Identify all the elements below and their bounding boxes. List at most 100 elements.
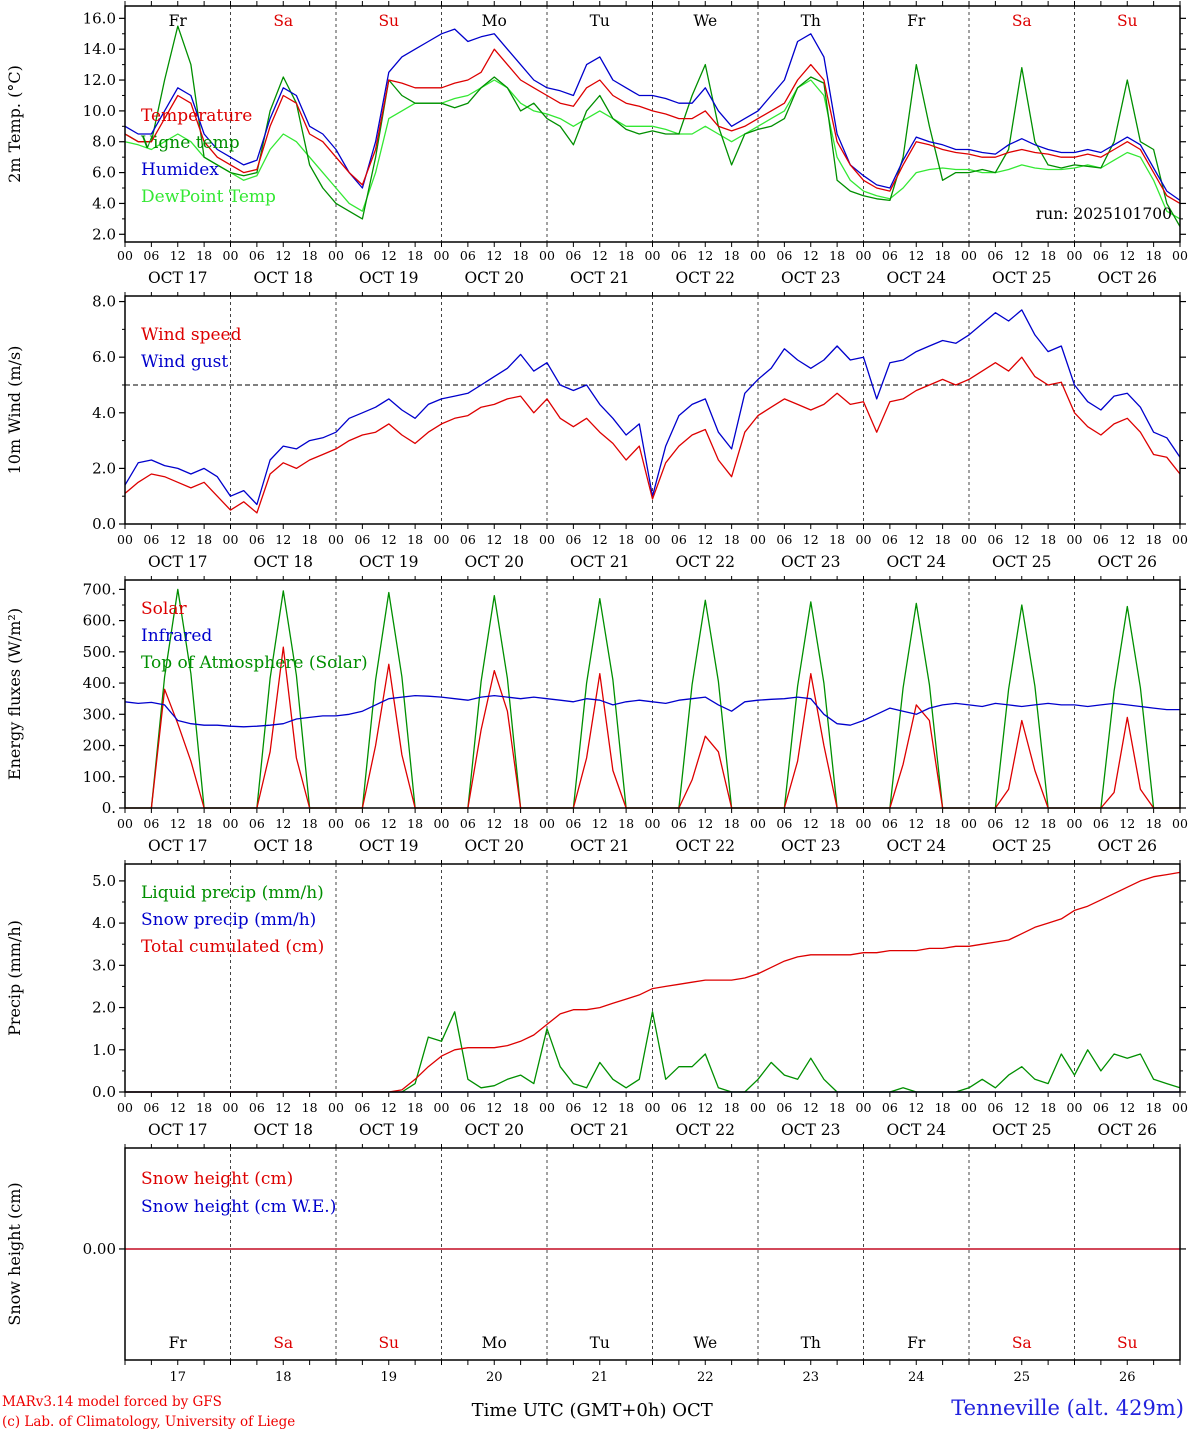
hour-tick-label: 06 bbox=[354, 816, 370, 831]
y-tick-label: 4.0 bbox=[92, 194, 116, 212]
date-label: OCT 19 bbox=[359, 1121, 419, 1139]
day-number-label: 23 bbox=[802, 1370, 819, 1385]
date-label: OCT 18 bbox=[253, 1121, 313, 1139]
hour-tick-label: 06 bbox=[882, 816, 898, 831]
hour-tick-label: 12 bbox=[275, 1100, 291, 1115]
hour-tick-label: 12 bbox=[486, 248, 502, 263]
date-label: OCT 25 bbox=[992, 269, 1052, 287]
hour-tick-label: 12 bbox=[908, 248, 924, 263]
hour-tick-label: 06 bbox=[987, 816, 1003, 831]
hour-tick-label: 12 bbox=[1014, 248, 1030, 263]
y-tick-label: 6.0 bbox=[92, 348, 116, 366]
hour-tick-label: 00 bbox=[645, 1100, 661, 1115]
model-credit: MARv3.14 model forced by GFS (c) Lab. of… bbox=[2, 1392, 295, 1432]
date-label: OCT 20 bbox=[464, 837, 524, 855]
date-label: OCT 22 bbox=[675, 837, 735, 855]
hour-tick-label: 12 bbox=[486, 532, 502, 547]
hour-tick-label: 06 bbox=[671, 816, 687, 831]
hour-tick-label: 00 bbox=[434, 248, 450, 263]
date-label: OCT 24 bbox=[886, 837, 946, 855]
y-tick-label: 0.0 bbox=[92, 1083, 116, 1101]
hour-tick-label: 06 bbox=[143, 532, 159, 547]
panel-temperature: 2.0 4.0 6.0 8.0 10.0 12.0 14.0 16.0 Temperature V… bbox=[5, 1, 1188, 287]
date-label: OCT 24 bbox=[886, 1121, 946, 1139]
series-infrared-line bbox=[124, 694, 1180, 728]
hour-tick-label: 12 bbox=[592, 1100, 608, 1115]
hour-tick-label: 00 bbox=[223, 532, 239, 547]
date-label: OCT 17 bbox=[148, 837, 208, 855]
date-label: OCT 26 bbox=[1097, 1121, 1157, 1139]
hour-tick-label: 12 bbox=[381, 532, 397, 547]
hour-tick-label: 12 bbox=[486, 816, 502, 831]
hour-tick-label: 18 bbox=[618, 248, 634, 263]
run-annotation: run: 2025101700 bbox=[1036, 205, 1172, 223]
hour-tick-label: 12 bbox=[486, 1100, 502, 1115]
hour-tick-label: 18 bbox=[935, 1100, 951, 1115]
hour-tick-label: 00 bbox=[539, 532, 555, 547]
hour-tick-label: 18 bbox=[1040, 532, 1056, 547]
plot-frame bbox=[124, 295, 1181, 525]
date-label: OCT 19 bbox=[359, 269, 419, 287]
day-number-label: 18 bbox=[275, 1370, 292, 1385]
hour-tick-label: 18 bbox=[1146, 532, 1162, 547]
y-tick-label: 4.0 bbox=[92, 914, 116, 932]
hour-tick-label: 12 bbox=[275, 816, 291, 831]
hour-tick-label: 00 bbox=[223, 1100, 239, 1115]
hour-tick-label: 06 bbox=[249, 532, 265, 547]
panel-snow: 0.00 Snow height (cm) Snow height (cm W.E.… bbox=[5, 1144, 1186, 1385]
series-total-cumulated-line bbox=[125, 871, 1181, 1093]
day-name-label: Mo bbox=[482, 12, 507, 30]
day-name-label: Su bbox=[1117, 12, 1138, 30]
y-tick-label: 4.0 bbox=[92, 404, 116, 422]
hour-tick-label: 12 bbox=[1014, 532, 1030, 547]
hour-tick-label: 06 bbox=[776, 532, 792, 547]
day-name-label: Fr bbox=[907, 1334, 926, 1352]
x-axis-title: Time UTC (GMT+0h) OCT bbox=[471, 1400, 713, 1421]
hour-tick-label: 18 bbox=[407, 532, 423, 547]
day-name-label: Fr bbox=[169, 1334, 188, 1352]
hour-tick-label: 00 bbox=[539, 816, 555, 831]
day-name-label: Tu bbox=[590, 12, 610, 30]
hour-tick-label: 06 bbox=[354, 248, 370, 263]
day-number-label: 19 bbox=[380, 1370, 397, 1385]
y-tick-label: 12.0 bbox=[83, 71, 116, 89]
day-number-label: 20 bbox=[486, 1370, 503, 1385]
hour-tick-label: 06 bbox=[882, 1100, 898, 1115]
hour-tick-label: 18 bbox=[618, 532, 634, 547]
date-label: OCT 25 bbox=[992, 1121, 1052, 1139]
hour-tick-label: 06 bbox=[460, 1100, 476, 1115]
y-tick-label: 16.0 bbox=[83, 9, 116, 27]
hour-tick-label: 18 bbox=[724, 532, 740, 547]
y-tick-label: 200. bbox=[83, 737, 116, 755]
footer: MARv3.14 model forced by GFS (c) Lab. of… bbox=[0, 1392, 1194, 1440]
hour-tick-label: 12 bbox=[1014, 1100, 1030, 1115]
hour-tick-label: 12 bbox=[275, 248, 291, 263]
date-label: OCT 20 bbox=[464, 269, 524, 287]
y-axis-title-precip: Precip (mm/h) bbox=[5, 920, 24, 1036]
day-name-label: Fr bbox=[169, 12, 188, 30]
hour-tick-label: 18 bbox=[407, 816, 423, 831]
hour-tick-label: 18 bbox=[196, 816, 212, 831]
y-tick-label: 8.0 bbox=[92, 293, 116, 311]
y-tick-label: 2.0 bbox=[92, 225, 116, 243]
day-number-label: 17 bbox=[169, 1370, 186, 1385]
hour-tick-label: 06 bbox=[460, 248, 476, 263]
hour-tick-label: 18 bbox=[829, 248, 845, 263]
hour-tick-label: 00 bbox=[1172, 1100, 1188, 1115]
series-temperature-line bbox=[124, 48, 1181, 204]
hour-tick-label: 18 bbox=[302, 1100, 318, 1115]
series-wind-gust-line bbox=[124, 309, 1181, 506]
day-name-label: We bbox=[693, 1334, 717, 1352]
y-tick-label: 700. bbox=[83, 580, 116, 598]
hour-tick-label: 00 bbox=[1172, 816, 1188, 831]
y-tick-label: 10.0 bbox=[83, 102, 116, 120]
hour-tick-label: 12 bbox=[803, 816, 819, 831]
hour-tick-label: 00 bbox=[645, 532, 661, 547]
plot-frame bbox=[124, 5, 1181, 243]
hour-tick-label: 18 bbox=[829, 816, 845, 831]
hour-tick-label: 12 bbox=[803, 532, 819, 547]
hour-tick-label: 18 bbox=[724, 1100, 740, 1115]
hour-tick-label: 18 bbox=[724, 816, 740, 831]
legend-solar: Solar bbox=[141, 599, 187, 619]
hour-tick-label: 18 bbox=[935, 532, 951, 547]
